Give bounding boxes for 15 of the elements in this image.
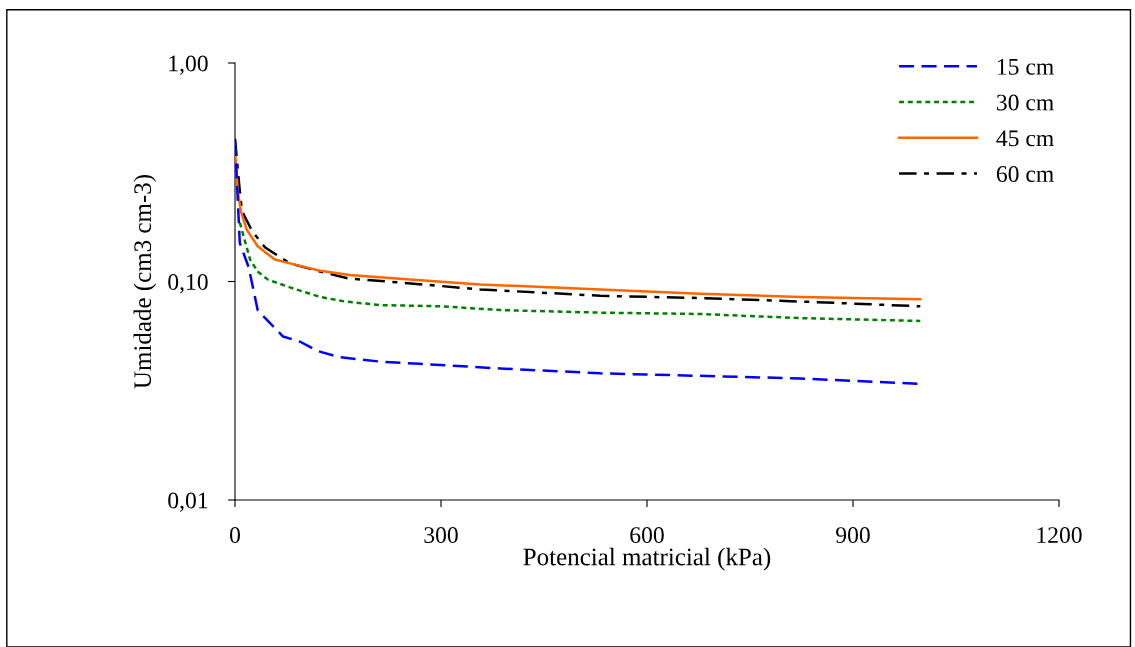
y-tick-label: 0,10 <box>168 273 208 294</box>
line-series <box>238 221 922 323</box>
x-tick-label: 1200 <box>1037 527 1082 544</box>
y-tick-label: 1,00 <box>169 55 208 75</box>
legend-label: 30 cm <box>997 94 1054 111</box>
y-tick-label: 0,01 <box>168 492 208 512</box>
legend-label: 15 cm <box>997 58 1054 75</box>
y-axis-title: Umidade (cm3 cm-3) <box>133 175 157 389</box>
x-tick-label: 600 <box>630 527 664 544</box>
legend-label: 45 cm <box>996 130 1054 147</box>
x-axis-title: Potencial matricial (kPa) <box>523 547 771 571</box>
x-tick-label: 0 <box>230 527 240 544</box>
legend-label: 60 cm <box>996 166 1054 182</box>
x-tick-label: 900 <box>836 527 870 544</box>
x-tick-label: 300 <box>424 527 458 544</box>
